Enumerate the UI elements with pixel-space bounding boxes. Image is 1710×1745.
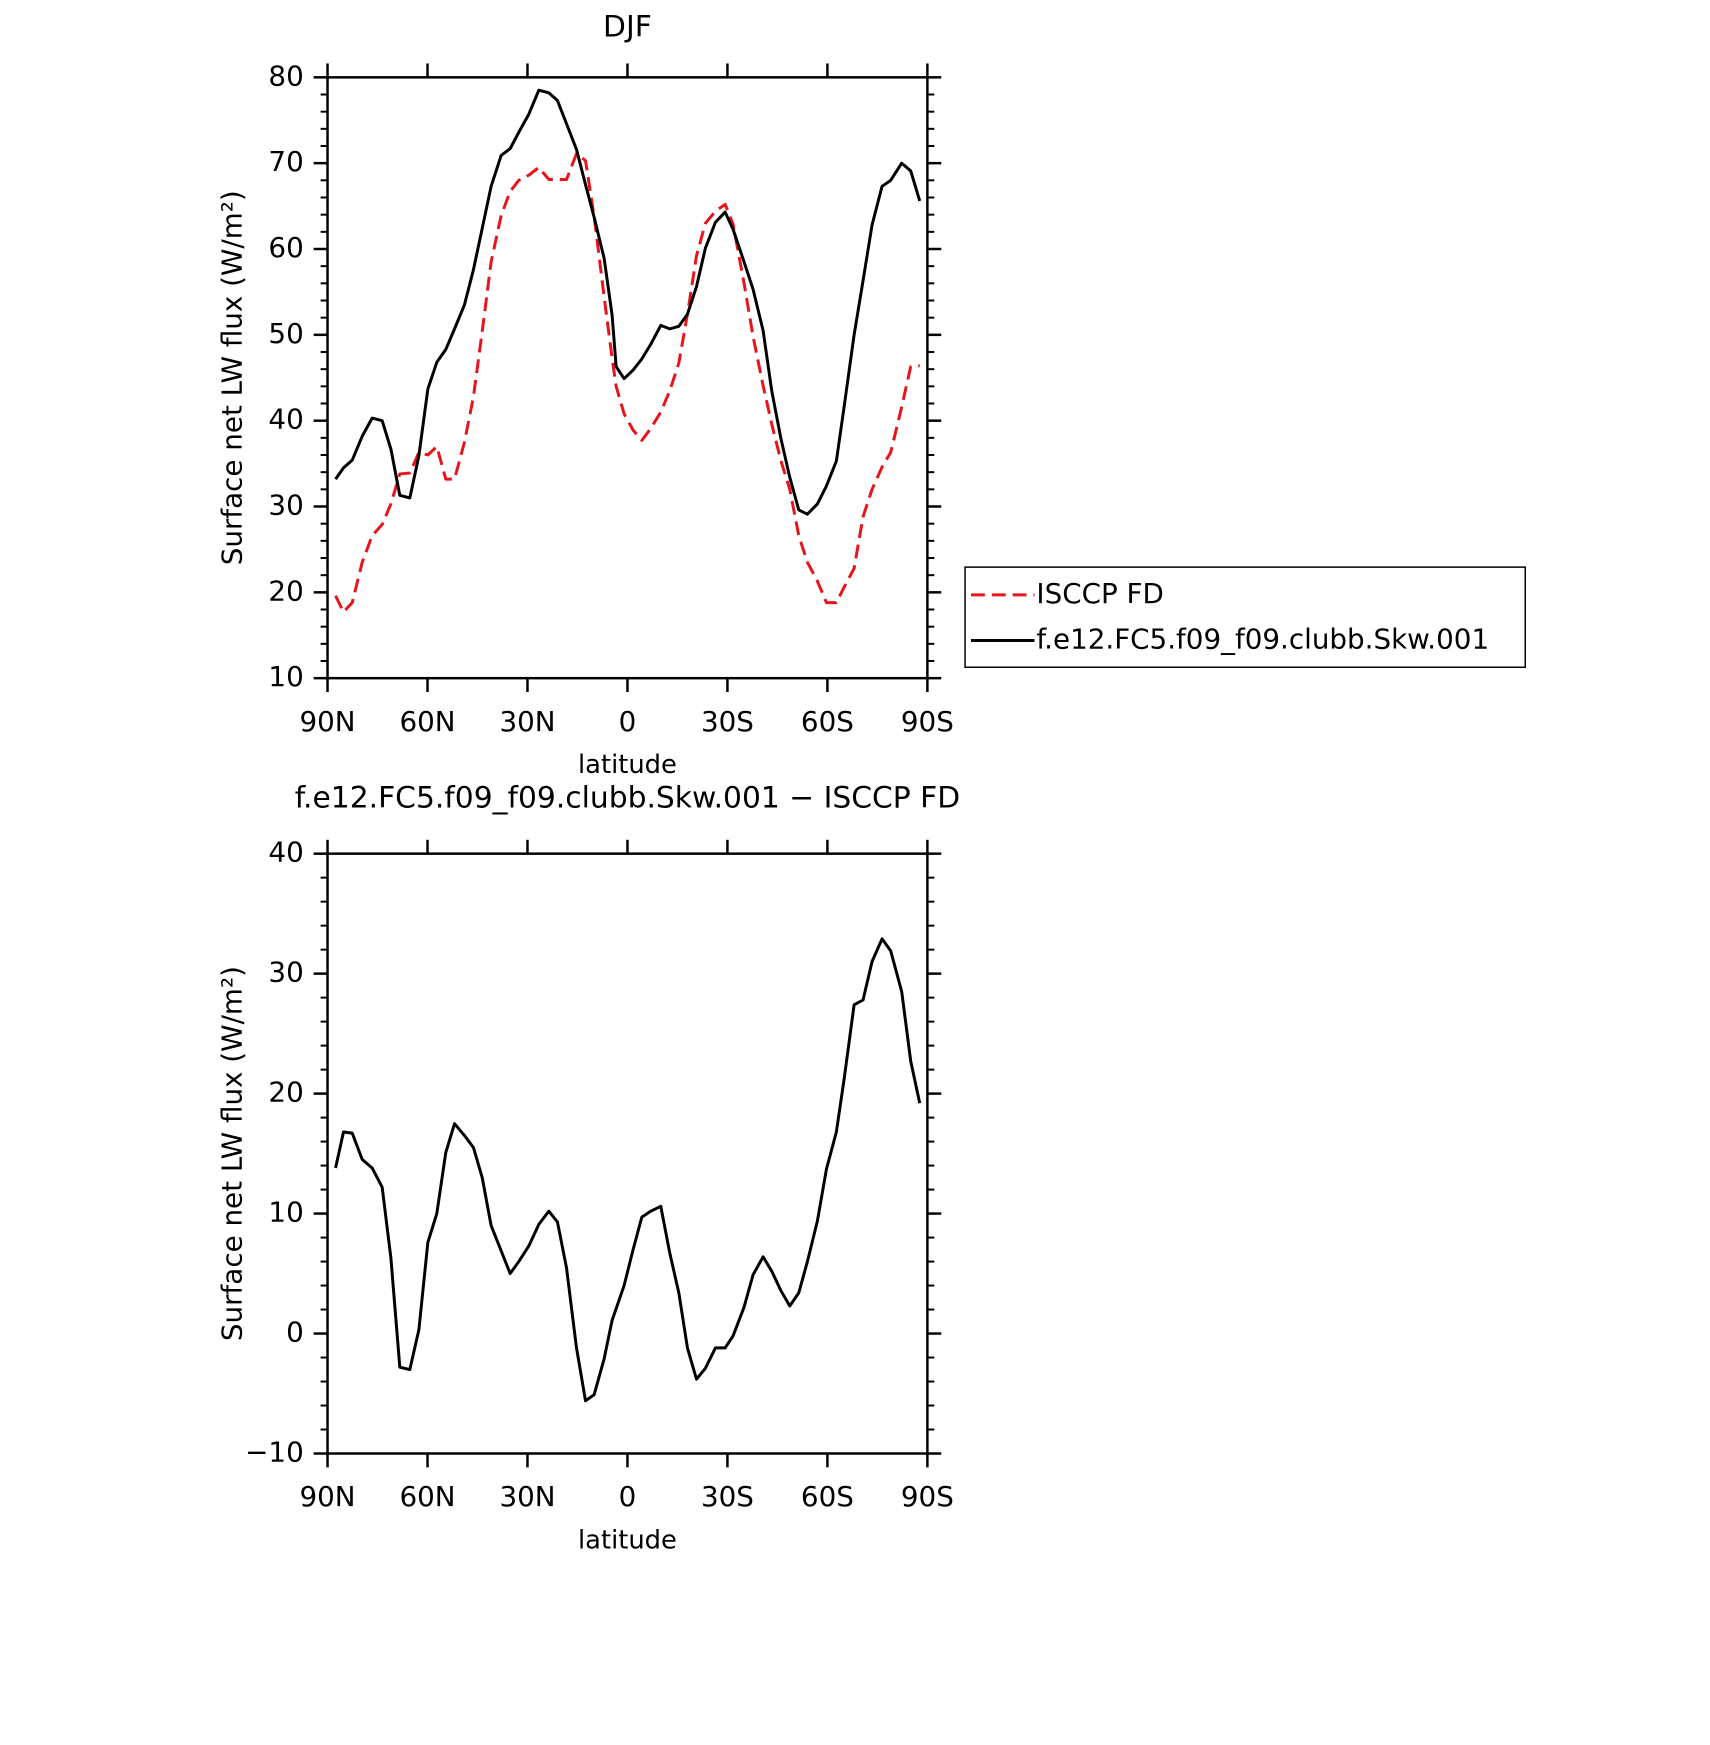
legend-label: ISCCP FD [1036,577,1163,610]
series-line [334,88,922,516]
x-tick-label: 90N [299,705,355,738]
y-tick-label: 0 [286,1316,304,1349]
series-line [334,937,922,1403]
y-tick-label: 40 [268,836,303,869]
x-tick-label: 0 [619,705,637,738]
x-tick-label: 60N [399,705,455,738]
chart-title: DJF [603,9,652,44]
x-tick-label: 30N [499,1480,555,1513]
y-tick-label: 20 [268,1076,303,1109]
y-tick-label: 40 [268,403,303,436]
plot-frame [326,76,929,680]
x-tick-label: 30N [499,705,555,738]
y-tick-label: 10 [268,1196,303,1229]
x-tick-label: 90S [901,705,954,738]
y-tick-label: 20 [268,574,303,607]
y-tick-label: 10 [268,660,303,693]
x-tick-label: 0 [619,1480,637,1513]
legend-box [964,566,1526,669]
legend: ISCCP FD f.e12.FC5.f09_f09.clubb.Skw.001 [964,566,1526,669]
legend-label: f.e12.FC5.f09_f09.clubb.Skw.001 [1036,622,1489,655]
y-tick-label: 80 [268,59,303,92]
chart-title: f.e12.FC5.f09_f09.clubb.Skw.001 − ISCCP … [295,781,960,816]
y-tick-label: −10 [245,1436,304,1469]
x-tick-label: 90N [299,1480,355,1513]
x-tick-label: 60N [399,1480,455,1513]
y-tick-label: 70 [268,145,303,178]
y-tick-label: 30 [268,489,303,522]
y-axis-label: Surface net LW flux (W/m²) [215,966,248,1341]
plot-frame [326,852,929,1455]
x-tick-label: 30S [701,1480,754,1513]
x-tick-label: 60S [801,705,854,738]
x-axis-label: latitude [578,750,677,780]
y-axis-label: Surface net LW flux (W/m²) [215,190,248,565]
y-tick-label: 30 [268,956,303,989]
x-tick-label: 60S [801,1480,854,1513]
y-tick-label: 50 [268,317,303,350]
x-tick-label: 90S [901,1480,954,1513]
series-line [334,152,920,614]
x-axis-label: latitude [578,1525,677,1555]
y-tick-label: 60 [268,231,303,264]
x-tick-label: 30S [701,705,754,738]
